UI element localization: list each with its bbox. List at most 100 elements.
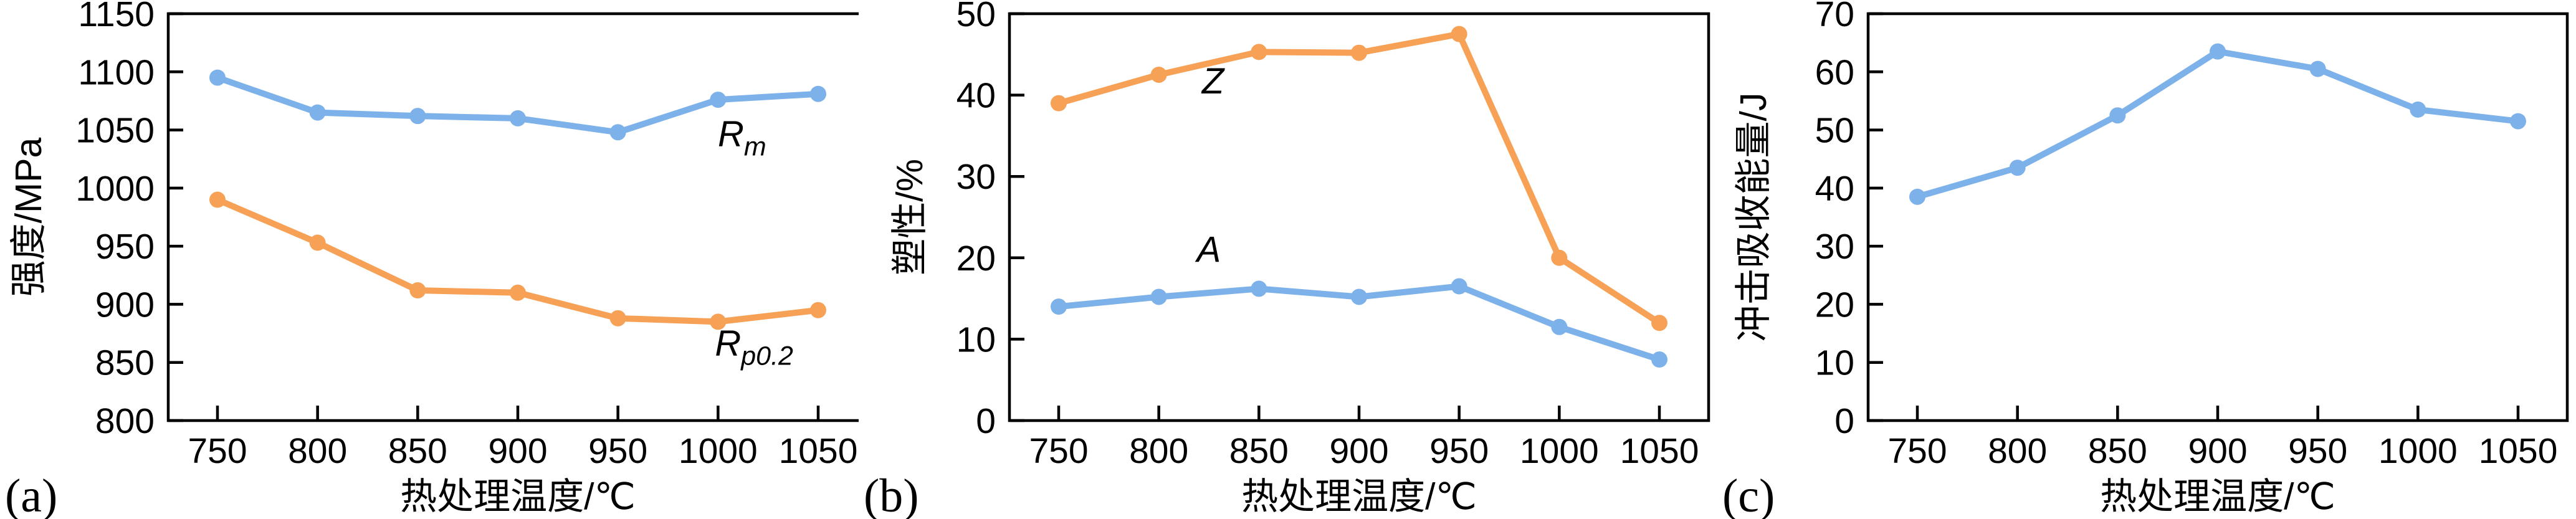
y-tick-label: 1050 <box>75 111 155 151</box>
x-tick-label: 1050 <box>2479 431 2558 471</box>
y-tick-label: 0 <box>976 401 996 441</box>
x-tick-label: 1000 <box>2378 431 2458 471</box>
data-point <box>209 69 226 86</box>
y-tick-label: 50 <box>1815 111 1854 151</box>
y-tick-label: 40 <box>1815 169 1854 209</box>
series-annotation-Rm: Rm <box>718 114 766 162</box>
data-point <box>710 313 727 330</box>
y-tick-label: 800 <box>95 401 155 441</box>
x-axis-title: 热处理温度/℃ <box>1241 476 1477 517</box>
data-point <box>1551 249 1568 266</box>
x-tick-label: 800 <box>1988 431 2047 471</box>
y-tick-label: 900 <box>95 285 155 325</box>
y-tick-label: 1150 <box>78 0 155 34</box>
axes-box <box>1866 12 2569 422</box>
x-axis-title: 热处理温度/℃ <box>400 476 636 517</box>
data-point <box>1451 26 1467 42</box>
x-tick-label: 950 <box>588 431 647 471</box>
series-annotation-Z: Z <box>1201 61 1226 102</box>
data-point <box>1451 278 1467 295</box>
panel-b: 750 800 850 900 950 1000 1050 0 10 20 30 40 50 热处理温度/… <box>859 0 1717 519</box>
x-tick-label: 850 <box>1229 431 1289 471</box>
x-tick-label: 900 <box>2188 431 2247 471</box>
chart-b: 750 800 850 900 950 1000 1050 0 10 20 30 40 50 热处理温度/… <box>864 0 1710 519</box>
data-point <box>1251 280 1267 297</box>
x-tick-label: 750 <box>1887 431 1947 471</box>
y-tick-label: 30 <box>956 157 996 197</box>
y-tick-label: 0 <box>1834 401 1854 441</box>
data-point <box>510 110 526 126</box>
y-tick-label: 20 <box>1815 285 1854 325</box>
y-tick-label: 20 <box>956 239 996 279</box>
chart-c: 750 800 850 900 950 1000 1050 0 10 20 30 40 50 60 70 热处… <box>1722 0 2569 519</box>
data-point <box>1651 315 1667 331</box>
chart-a: 750 800 850 900 950 1000 1050 800 850 900 950 1000 1… <box>5 0 859 519</box>
data-point <box>2410 101 2426 118</box>
data-point <box>1150 288 1167 305</box>
data-point <box>710 92 727 108</box>
y-tick-label: 1000 <box>75 169 155 209</box>
x-tick-label: 800 <box>1129 431 1188 471</box>
x-tick-label: 900 <box>488 431 547 471</box>
y-tick-label: 30 <box>1815 227 1854 267</box>
series-annotation-A: A <box>1195 229 1221 270</box>
x-tick-label: 1000 <box>679 431 758 471</box>
x-tick-label: 850 <box>388 431 447 471</box>
series-annotation-Rp0.2: Rp0.2 <box>715 323 793 371</box>
x-tick-label: 750 <box>1029 431 1088 471</box>
data-point <box>409 282 426 299</box>
x-tick-label: 950 <box>1429 431 1489 471</box>
x-tick-label: 1050 <box>779 431 858 471</box>
data-point <box>209 191 226 208</box>
data-point <box>1551 318 1568 335</box>
data-point <box>1351 44 1367 61</box>
x-tick-label: 1000 <box>1520 431 1599 471</box>
data-point <box>810 302 826 318</box>
x-tick-label: 950 <box>2288 431 2347 471</box>
y-tick-label: 50 <box>956 0 996 34</box>
panel-letter: (b) <box>864 470 919 519</box>
data-point <box>510 284 526 301</box>
y-tick-label: 60 <box>1815 52 1854 92</box>
axes-box <box>1008 12 1710 422</box>
data-point <box>409 108 426 125</box>
series-line-impact-energy <box>1914 48 2521 200</box>
x-tick-label: 800 <box>288 431 347 471</box>
data-point <box>1051 298 1067 315</box>
data-point <box>2109 107 2126 124</box>
data-point <box>1351 288 1367 305</box>
data-point <box>309 234 326 251</box>
data-point <box>609 310 626 326</box>
y-tick-label: 10 <box>1815 343 1854 383</box>
data-point <box>2510 113 2526 130</box>
panel-a: 750 800 850 900 950 1000 1050 800 850 900 950 1000 1… <box>0 0 859 519</box>
x-tick-label: 900 <box>1329 431 1388 471</box>
y-tick-label: 10 <box>956 320 996 359</box>
panel-c: 750 800 850 900 950 1000 1050 0 10 20 30 40 50 60 70 热处… <box>1717 0 2576 519</box>
panel-letter: (c) <box>1722 470 1775 519</box>
data-point <box>1150 66 1167 83</box>
data-point <box>1251 44 1267 60</box>
data-point <box>810 85 826 102</box>
data-point <box>2009 160 2026 176</box>
y-axis-title: 塑性/% <box>889 159 930 275</box>
x-axis-title: 热处理温度/℃ <box>2100 476 2335 517</box>
data-point <box>1651 351 1667 368</box>
y-axis-title: 冲击吸收能量/J <box>1733 93 1774 342</box>
y-tick-label: 950 <box>95 227 155 267</box>
data-point <box>609 124 626 141</box>
series-line-Rp0.2 <box>214 196 821 325</box>
y-tick-label: 850 <box>95 343 155 383</box>
y-axis-title: 强度/MPa <box>8 137 49 297</box>
data-point <box>309 104 326 121</box>
y-tick-label: 40 <box>956 76 996 116</box>
data-point <box>2309 60 2326 77</box>
y-tick-label: 70 <box>1815 0 1854 34</box>
panel-letter: (a) <box>5 470 57 519</box>
x-tick-label: 850 <box>2088 431 2147 471</box>
data-point <box>2210 43 2226 60</box>
series-line-Z <box>1056 31 1662 326</box>
x-tick-label: 750 <box>188 431 247 471</box>
x-tick-label: 1050 <box>1620 431 1699 471</box>
